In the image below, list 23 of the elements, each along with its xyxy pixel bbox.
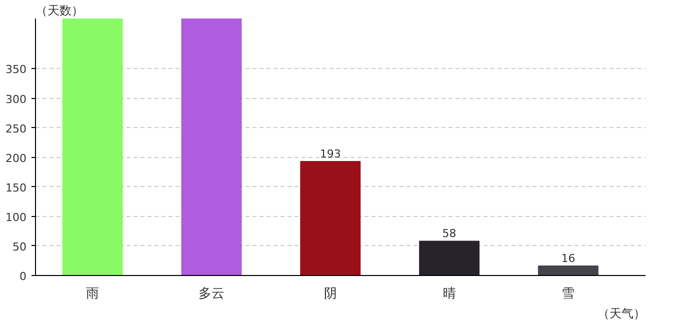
data-label: 193 [320, 147, 341, 160]
y-tick-label: 200 [6, 152, 27, 165]
x-tick-label: 雪 [562, 286, 575, 302]
y-tick-label: 250 [6, 122, 27, 136]
y-tick-label: 150 [6, 181, 27, 194]
data-label: 16 [561, 252, 576, 266]
x-axis-title: （天气） [598, 306, 646, 320]
bar [419, 240, 480, 276]
data-label: 58 [442, 227, 456, 240]
bar [300, 160, 361, 276]
x-tick-label: 多云 [198, 286, 224, 302]
bar [62, 18, 123, 276]
bar [181, 18, 242, 276]
y-tick-label: 50 [12, 240, 27, 254]
y-tick-label: 100 [6, 210, 27, 224]
y-axis-title: （天数） [36, 4, 84, 18]
bar [538, 266, 598, 276]
x-tick-label: 雨 [86, 286, 100, 302]
y-tick-label: 0 [20, 270, 26, 283]
y-tick-label: 300 [6, 92, 27, 106]
x-tick-label: 晴 [442, 286, 456, 302]
y-tick-label: 350 [6, 63, 27, 76]
x-tick-label: 阴 [324, 286, 337, 302]
